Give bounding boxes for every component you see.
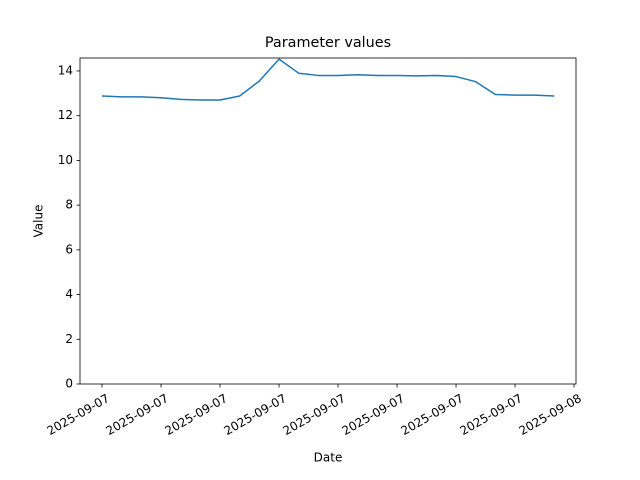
x-tick-label: 2025-09-07 (399, 391, 466, 438)
x-tick-label: 2025-09-07 (163, 391, 230, 438)
x-tick-label: 2025-09-07 (45, 391, 112, 438)
y-tick-label: 14 (58, 63, 73, 77)
x-tick-label: 2025-09-08 (517, 391, 584, 438)
chart-title: Parameter values (265, 35, 391, 51)
x-tick-label: 2025-09-07 (104, 391, 171, 438)
x-tick-label: 2025-09-07 (458, 391, 525, 438)
x-tick-label: 2025-09-07 (340, 391, 407, 438)
x-axis-label: Date (314, 451, 343, 465)
y-tick-label: 10 (58, 153, 73, 167)
y-tick-label: 8 (65, 198, 73, 212)
x-tick-label: 2025-09-07 (222, 391, 289, 438)
y-tick-label: 6 (65, 242, 73, 256)
axes-frame (79, 57, 577, 385)
y-tick-label: 12 (58, 108, 73, 122)
data-line (101, 58, 555, 101)
x-tick-label: 2025-09-07 (281, 391, 348, 438)
y-tick-label: 2 (65, 332, 73, 346)
y-axis-label: Value (32, 205, 46, 238)
y-tick-label: 4 (65, 287, 73, 301)
y-tick-label: 0 (65, 377, 73, 391)
